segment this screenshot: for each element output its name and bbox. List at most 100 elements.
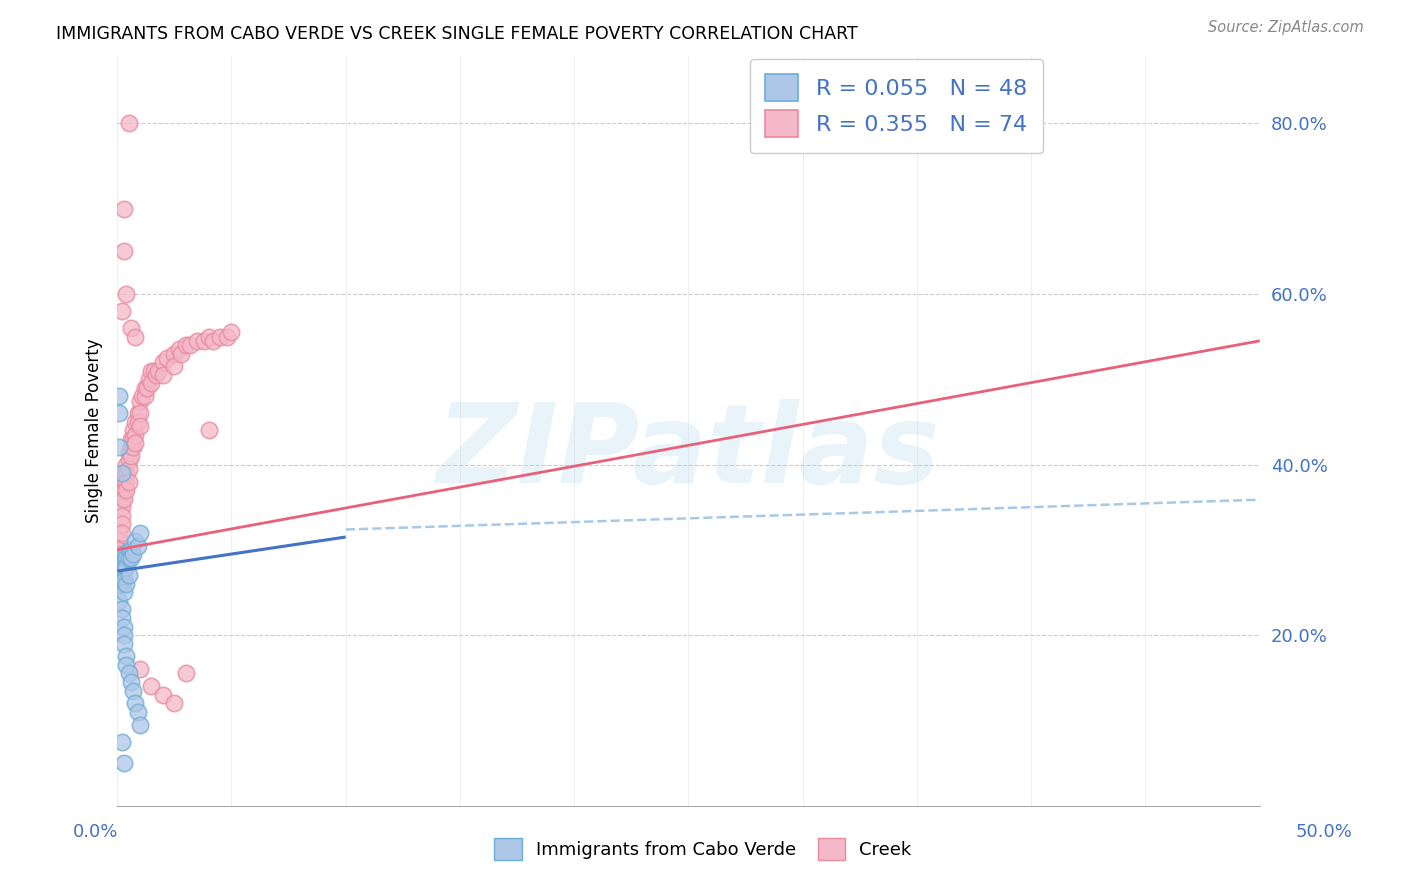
Point <box>112 573 135 587</box>
Point <box>122 547 145 561</box>
Point <box>120 321 142 335</box>
Point <box>179 338 201 352</box>
Point <box>112 756 135 770</box>
Point <box>127 415 149 429</box>
Point <box>111 466 134 480</box>
Point <box>152 688 174 702</box>
Point <box>108 542 131 557</box>
Point <box>120 449 142 463</box>
Point <box>163 696 186 710</box>
Point <box>163 346 186 360</box>
Point <box>112 483 135 497</box>
Point <box>112 466 135 480</box>
Point <box>112 637 135 651</box>
Point <box>111 577 134 591</box>
Text: Source: ZipAtlas.com: Source: ZipAtlas.com <box>1208 20 1364 35</box>
Point <box>115 657 138 672</box>
Point <box>167 343 190 357</box>
Point <box>111 551 134 566</box>
Point <box>111 500 134 515</box>
Legend: R = 0.055   N = 48, R = 0.355   N = 74: R = 0.055 N = 48, R = 0.355 N = 74 <box>749 59 1043 153</box>
Point <box>112 619 135 633</box>
Point <box>141 679 163 693</box>
Point <box>108 547 131 561</box>
Text: ZIPatlas: ZIPatlas <box>437 400 941 507</box>
Point <box>221 326 243 340</box>
Point <box>134 389 156 403</box>
Point <box>127 539 149 553</box>
Point <box>170 346 193 360</box>
Point <box>117 444 139 458</box>
Point <box>115 577 138 591</box>
Point <box>142 364 165 378</box>
Point <box>115 547 138 561</box>
Point <box>112 244 135 259</box>
Point <box>112 202 135 216</box>
Point <box>197 424 219 438</box>
Point <box>131 389 153 403</box>
Y-axis label: Single Female Poverty: Single Female Poverty <box>86 338 103 523</box>
Point <box>156 351 179 365</box>
Point <box>174 338 197 352</box>
Point <box>115 466 138 480</box>
Point <box>111 734 134 748</box>
Point <box>152 368 174 382</box>
Point <box>148 364 170 378</box>
Point <box>134 381 156 395</box>
Point <box>141 376 163 391</box>
Point <box>127 406 149 420</box>
Point <box>174 666 197 681</box>
Point <box>138 372 160 386</box>
Point <box>122 683 145 698</box>
Point <box>111 573 134 587</box>
Point <box>108 406 131 420</box>
Point <box>152 355 174 369</box>
Point <box>124 329 146 343</box>
Point <box>145 368 167 382</box>
Point <box>193 334 215 348</box>
Point <box>186 334 208 348</box>
Point <box>111 602 134 616</box>
Point <box>111 556 134 570</box>
Point <box>124 436 146 450</box>
Point <box>115 475 138 489</box>
Point <box>163 359 186 374</box>
Point <box>124 534 146 549</box>
Point <box>117 666 139 681</box>
Point <box>111 491 134 506</box>
Point <box>129 525 152 540</box>
Point <box>197 329 219 343</box>
Point <box>115 649 138 664</box>
Point <box>112 475 135 489</box>
Point <box>115 559 138 574</box>
Point <box>129 406 152 420</box>
Point <box>112 547 135 561</box>
Point <box>112 564 135 578</box>
Point <box>124 427 146 442</box>
Point <box>108 534 131 549</box>
Text: 50.0%: 50.0% <box>1296 822 1353 840</box>
Point <box>135 381 157 395</box>
Point <box>122 424 145 438</box>
Point <box>111 611 134 625</box>
Point <box>115 551 138 566</box>
Legend: Immigrants from Cabo Verde, Creek: Immigrants from Cabo Verde, Creek <box>488 830 918 867</box>
Point <box>112 585 135 599</box>
Point <box>117 568 139 582</box>
Point <box>117 475 139 489</box>
Point <box>215 329 238 343</box>
Point <box>117 453 139 467</box>
Point <box>124 415 146 429</box>
Point <box>120 441 142 455</box>
Point <box>129 662 152 676</box>
Point <box>117 551 139 566</box>
Point <box>117 462 139 476</box>
Point <box>108 441 131 455</box>
Point <box>111 517 134 532</box>
Point <box>202 334 225 348</box>
Point <box>112 491 135 506</box>
Point <box>122 441 145 455</box>
Point <box>108 577 131 591</box>
Point <box>115 483 138 497</box>
Point <box>124 696 146 710</box>
